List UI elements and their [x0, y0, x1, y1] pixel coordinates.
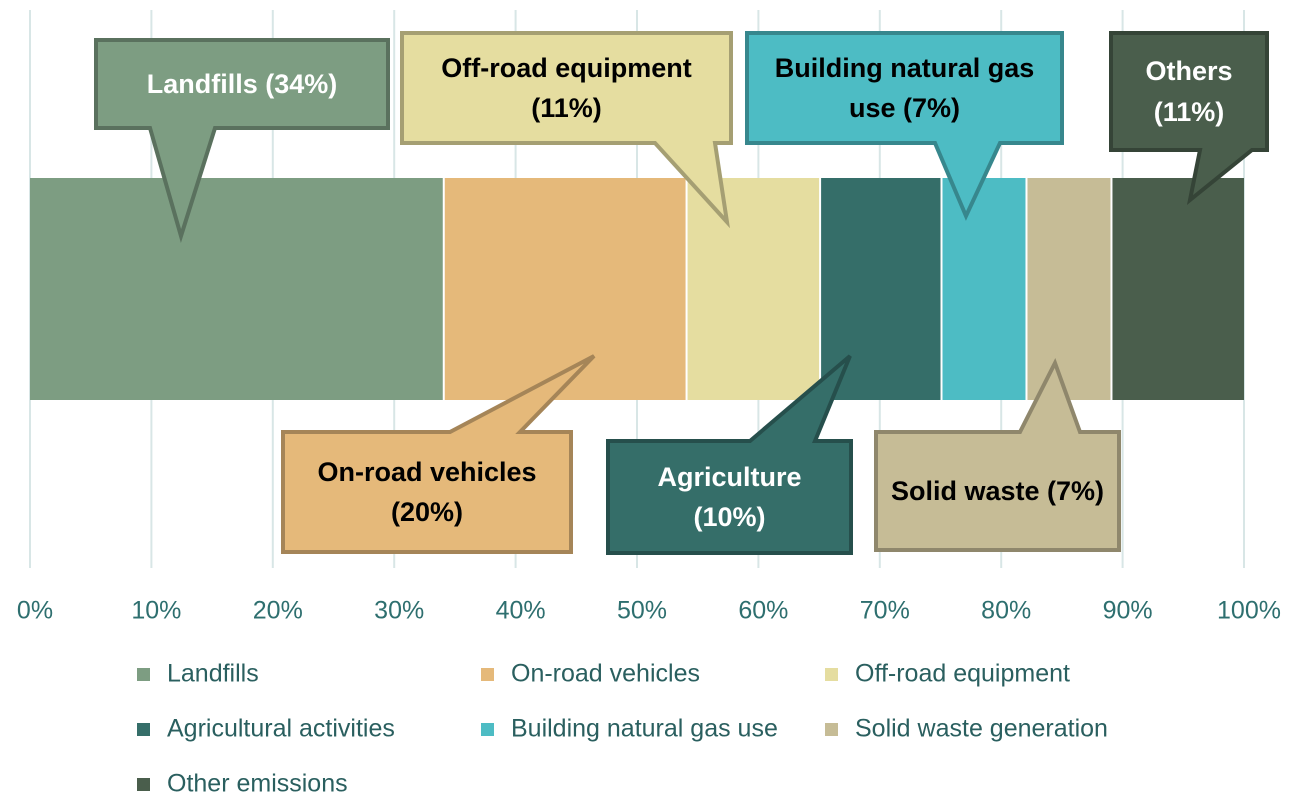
x-tick-label: 40%	[496, 597, 546, 625]
data-label: Landfills (34%)	[146, 68, 338, 99]
callout-shape	[606, 354, 853, 555]
callout-shape	[281, 354, 596, 554]
x-tick-label: 10%	[131, 597, 181, 625]
legend-swatch	[825, 668, 838, 681]
bar-segment	[1112, 178, 1244, 400]
x-tick-label: 20%	[253, 597, 303, 625]
bar-segment	[444, 178, 686, 400]
data-label: Off-road equipment (11%)	[441, 52, 692, 124]
data-label: Solid waste (7%)	[890, 475, 1105, 506]
x-tick-label: 30%	[374, 597, 424, 625]
bar-segment	[942, 178, 1026, 400]
legend-label: Other emissions	[167, 770, 348, 797]
legend-label: Agricultural activities	[167, 715, 395, 743]
legend-label: Off-road equipment	[855, 660, 1070, 688]
callout-shape	[874, 357, 1121, 552]
data-label: On-road vehicles (20%)	[317, 456, 537, 528]
x-tick-label: 60%	[738, 597, 788, 625]
legend-label: On-road vehicles	[511, 660, 700, 688]
legend-swatch	[137, 723, 150, 736]
legend-swatch	[137, 668, 150, 681]
legend-label: Landfills	[167, 660, 259, 688]
bar-segment	[687, 178, 820, 400]
x-tick-label: 0%	[17, 597, 53, 625]
legend-swatch	[137, 778, 150, 791]
data-label: Building natural gas use (7%)	[774, 52, 1035, 124]
legend-swatch	[481, 723, 494, 736]
x-tick-label: 90%	[1103, 597, 1153, 625]
legend-label: Solid waste generation	[855, 715, 1108, 743]
legend-label: Building natural gas use	[511, 715, 778, 743]
callout-shape	[94, 38, 390, 243]
legend-swatch	[825, 723, 838, 736]
bar-segment	[30, 178, 443, 400]
x-tick-label: 70%	[860, 597, 910, 625]
callout-shape	[400, 31, 733, 229]
callout-shape	[1109, 31, 1269, 206]
data-label: Agriculture (10%)	[657, 461, 802, 533]
bar-segment	[1027, 178, 1111, 400]
x-tick-label: 80%	[981, 597, 1031, 625]
data-label: Others (11%)	[1145, 56, 1233, 127]
x-tick-label: 100%	[1217, 597, 1281, 625]
callout-shape	[745, 31, 1064, 221]
legend-swatch	[481, 668, 494, 681]
x-tick-label: 50%	[617, 597, 667, 625]
